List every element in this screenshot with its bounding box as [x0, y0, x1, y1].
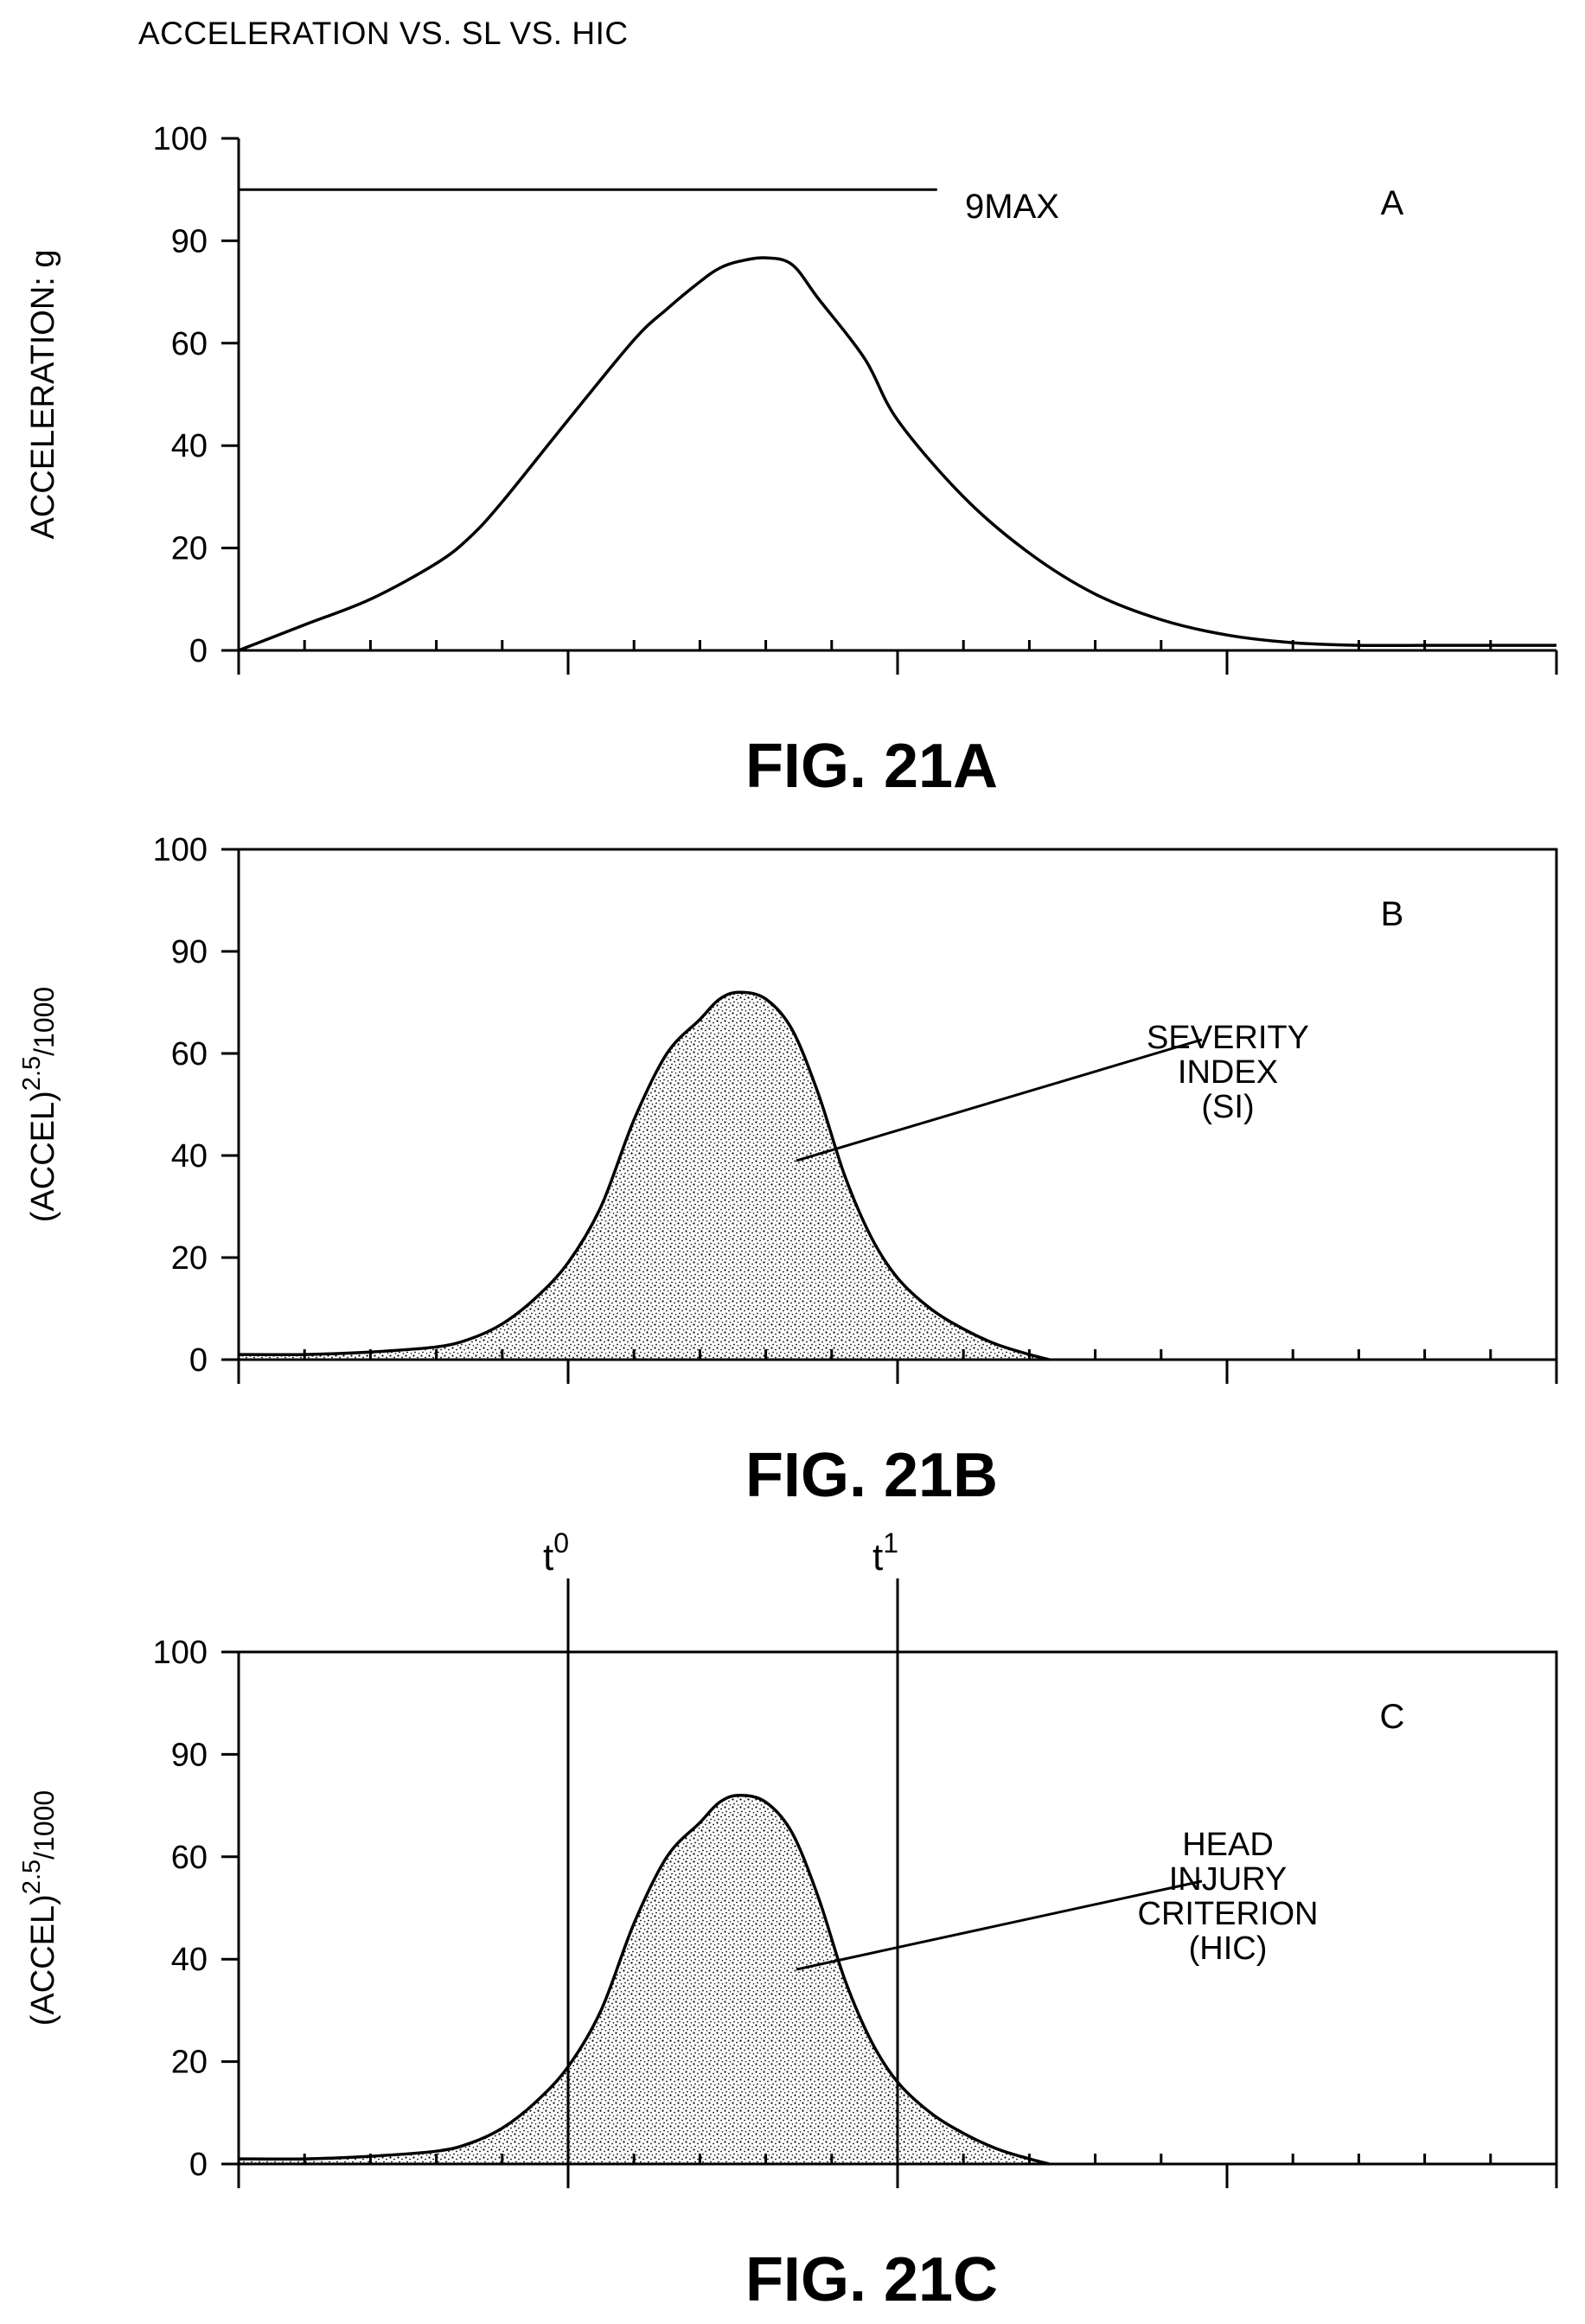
annotation-text: (SI) — [1201, 1089, 1254, 1125]
y-tick-label: 0 — [189, 1342, 208, 1379]
y-tick-label: 20 — [171, 2045, 208, 2081]
y-axis-label: (ACCEL)2.5/1000 — [18, 1790, 61, 2026]
annotation-text: CRITERION — [1138, 1896, 1319, 1932]
reference-line-label: 9MAX — [965, 188, 1059, 226]
series-line — [238, 1794, 1050, 2166]
y-tick-label: 100 — [153, 832, 208, 868]
y-tick-label: 60 — [171, 1840, 208, 1876]
annotation-text: SEVERITY — [1147, 1020, 1309, 1056]
y-tick-label: 20 — [171, 531, 208, 567]
y-tick-label: 40 — [171, 1138, 208, 1175]
y-tick-label: 60 — [171, 1036, 208, 1072]
time-marker-label: t1 — [872, 1527, 898, 1578]
panel-letter: A — [1381, 184, 1404, 222]
y-tick-label: 40 — [171, 1942, 208, 1978]
panel-letter: B — [1381, 895, 1404, 933]
y-tick-label: 100 — [153, 121, 208, 157]
y-tick-label: 60 — [171, 326, 208, 362]
y-axis-label: ACCELERATION: g — [25, 249, 61, 539]
y-tick-label: 90 — [171, 223, 208, 259]
y-tick-label: 100 — [153, 1635, 208, 1671]
figure-label: FIG. 21C — [745, 2245, 998, 2314]
series-line — [238, 990, 1050, 1361]
page-title: ACCELERATION VS. SL VS. HIC — [138, 16, 629, 51]
y-tick-label: 90 — [171, 934, 208, 970]
shaded-area — [239, 992, 1050, 1360]
time-marker-label: t0 — [543, 1527, 569, 1578]
y-tick-label: 20 — [171, 1240, 208, 1277]
chart-panels: 0 20 40 60 90 100 ACCELERATION: g A 9MAX FIG. 21A… — [18, 121, 1558, 2314]
chart-panel-c: 0 20 40 60 90 100 (ACCEL)2.5/1000 Ct0 t1 HEADINJU… — [18, 1527, 1558, 2314]
annotation-text: HEAD — [1182, 1827, 1274, 1863]
y-tick-label: 0 — [189, 2147, 208, 2183]
series-line — [238, 256, 1556, 652]
y-tick-label: 40 — [171, 428, 208, 464]
chart-panel-a: 0 20 40 60 90 100 ACCELERATION: g A 9MAX FIG. 21A — [25, 121, 1558, 801]
annotation-text: (HIC) — [1189, 1930, 1268, 1967]
chart-panel-b: 0 20 40 60 90 100 (ACCEL)2.5/1000 B SEVERITYINDE… — [18, 832, 1558, 1510]
shaded-area — [239, 1795, 1050, 2164]
annotation-text: INJURY — [1169, 1861, 1288, 1898]
annotation-leader — [796, 1879, 1203, 1971]
figure-label: FIG. 21B — [745, 1441, 998, 1510]
figure-label: FIG. 21A — [745, 732, 998, 801]
y-tick-label: 90 — [171, 1737, 208, 1773]
panel-letter: C — [1380, 1698, 1405, 1736]
y-axis-label: (ACCEL)2.5/1000 — [18, 987, 61, 1222]
y-tick-label: 0 — [189, 633, 208, 669]
annotation-text: INDEX — [1178, 1054, 1278, 1091]
annotation-leader — [796, 1038, 1203, 1162]
